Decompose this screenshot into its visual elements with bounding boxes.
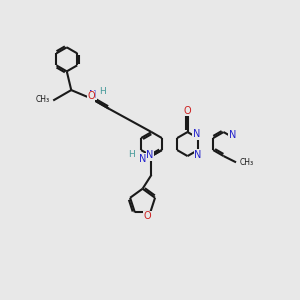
Text: N: N (193, 130, 200, 140)
Text: N: N (146, 151, 154, 160)
Text: N: N (194, 149, 202, 160)
Text: N: N (139, 154, 146, 164)
Text: H: H (100, 87, 106, 96)
Text: N: N (89, 90, 96, 100)
Text: CH₃: CH₃ (239, 158, 254, 167)
Text: CH₃: CH₃ (36, 94, 50, 103)
Text: O: O (87, 91, 95, 101)
Text: O: O (143, 211, 151, 221)
Text: N: N (229, 130, 236, 140)
Text: O: O (184, 106, 191, 116)
Text: H: H (128, 150, 135, 159)
